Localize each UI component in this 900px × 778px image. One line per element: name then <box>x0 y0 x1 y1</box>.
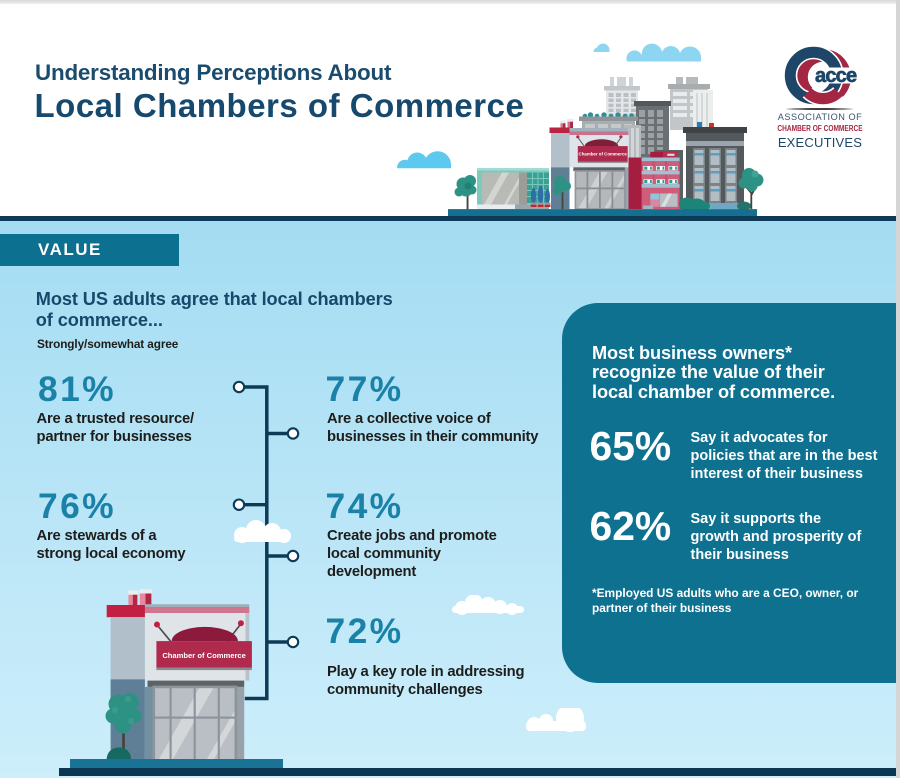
svg-text:Chamber of Commerce: Chamber of Commerce <box>162 651 246 660</box>
svg-text:Chamber of Commerce: Chamber of Commerce <box>579 152 628 157</box>
svg-text:acce: acce <box>815 65 857 87</box>
